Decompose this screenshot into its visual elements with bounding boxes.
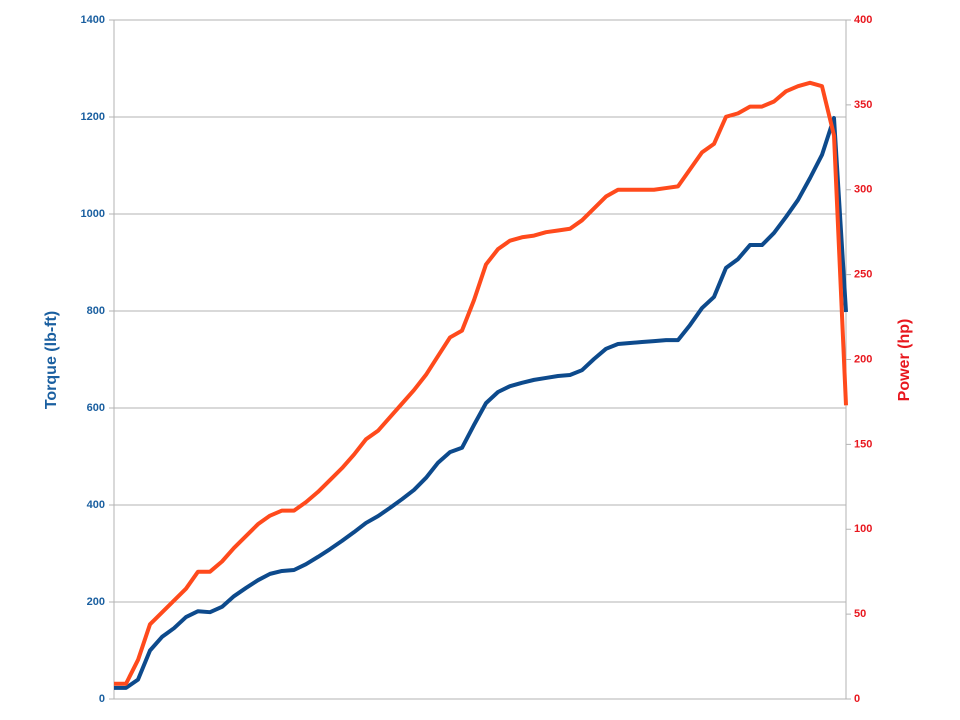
y-axis-title: Torque (lb-ft) — [43, 311, 60, 409]
y-tick-label: 600 — [87, 402, 105, 414]
y2-tick-label: 50 — [854, 608, 866, 620]
series-line — [114, 80, 848, 686]
y-tick-label: 1200 — [81, 111, 105, 123]
y2-tick-label: 350 — [854, 99, 872, 111]
y2-tick-label: 0 — [854, 693, 860, 705]
y-tick-label: 400 — [87, 499, 105, 511]
y2-tick-label: 200 — [854, 353, 872, 365]
y2-tick-label: 250 — [854, 269, 872, 281]
y2-tick-label: 100 — [854, 523, 872, 535]
series-line — [114, 115, 848, 690]
y-tick-label: 200 — [87, 596, 105, 608]
y-tick-label: 1400 — [81, 14, 105, 26]
y-tick-label: 0 — [99, 693, 105, 705]
y-tick-label: 800 — [87, 305, 105, 317]
y2-tick-label: 150 — [854, 438, 872, 450]
y2-tick-label: 300 — [854, 184, 872, 196]
y2-axis-title: Power (hp) — [896, 319, 913, 402]
y-tick-label: 1000 — [81, 208, 105, 220]
y2-tick-label: 400 — [854, 14, 872, 26]
